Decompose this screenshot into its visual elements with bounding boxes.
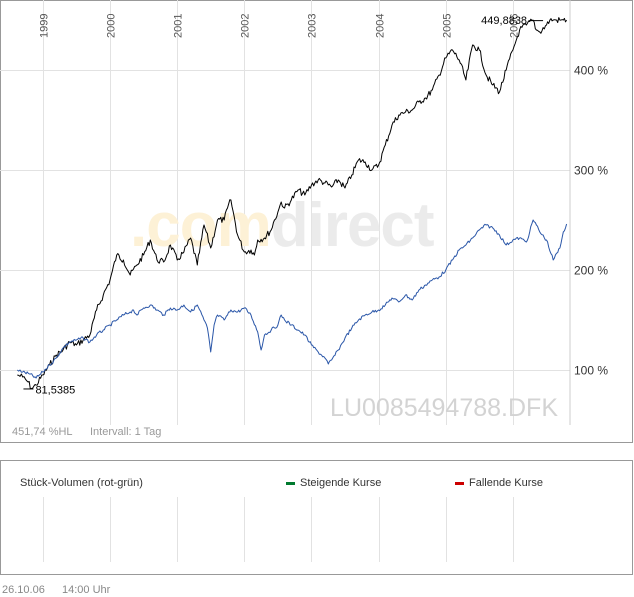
legend-falling-swatch (455, 482, 464, 485)
volume-gridlines (43, 497, 514, 562)
x-tick-label: 2004 (375, 14, 387, 38)
timestamp-date: 26.10.06 (2, 584, 45, 596)
x-tick-label: 1999 (39, 14, 51, 38)
y-tick-label: 100 % (574, 364, 608, 378)
x-tick-label: 2003 (307, 14, 319, 38)
x-tick-label: 2006 (509, 14, 521, 38)
x-tick-label: 2002 (240, 14, 252, 38)
min-value-label: 81,5385 (35, 384, 75, 396)
timestamp-time: 14:00 Uhr (62, 584, 111, 596)
series-line-0 (17, 17, 568, 390)
series-lines (16, 17, 568, 390)
data-labels: 81,5385 449,8838 (23, 15, 544, 396)
volume-panel (0, 460, 633, 575)
brand-watermark: .comdirect (130, 191, 434, 260)
x-tick-label: 2000 (106, 14, 118, 38)
x-tick-labels: 1999 2000 2001 2002 2003 2004 2005 2006 (39, 14, 521, 38)
series-line-1 (16, 219, 568, 379)
y-tick-label: 400 % (574, 64, 608, 78)
legend-rising-label: Steigende Kurse (300, 477, 381, 489)
symbol-watermark: LU0085494788.DFK (330, 394, 558, 422)
horizontal-gridlines (0, 70, 570, 371)
volume-title: Stück-Volumen (rot-grün) (20, 477, 143, 489)
price-panel (0, 0, 633, 443)
x-tick-label: 2005 (442, 14, 454, 38)
y-tick-label: 300 % (574, 164, 608, 178)
legend-rising-swatch (286, 482, 295, 485)
legend-falling-label: Fallende Kurse (469, 477, 543, 489)
y-tick-labels: 100 % 200 % 300 % 400 % (574, 64, 608, 378)
max-value-label: 449,8838 (481, 15, 527, 27)
x-tick-label: 2001 (173, 14, 185, 38)
current-value-label: 451,74 %HL (12, 426, 73, 438)
y-tick-label: 200 % (574, 264, 608, 278)
interval-label: Intervall: 1 Tag (90, 426, 161, 438)
